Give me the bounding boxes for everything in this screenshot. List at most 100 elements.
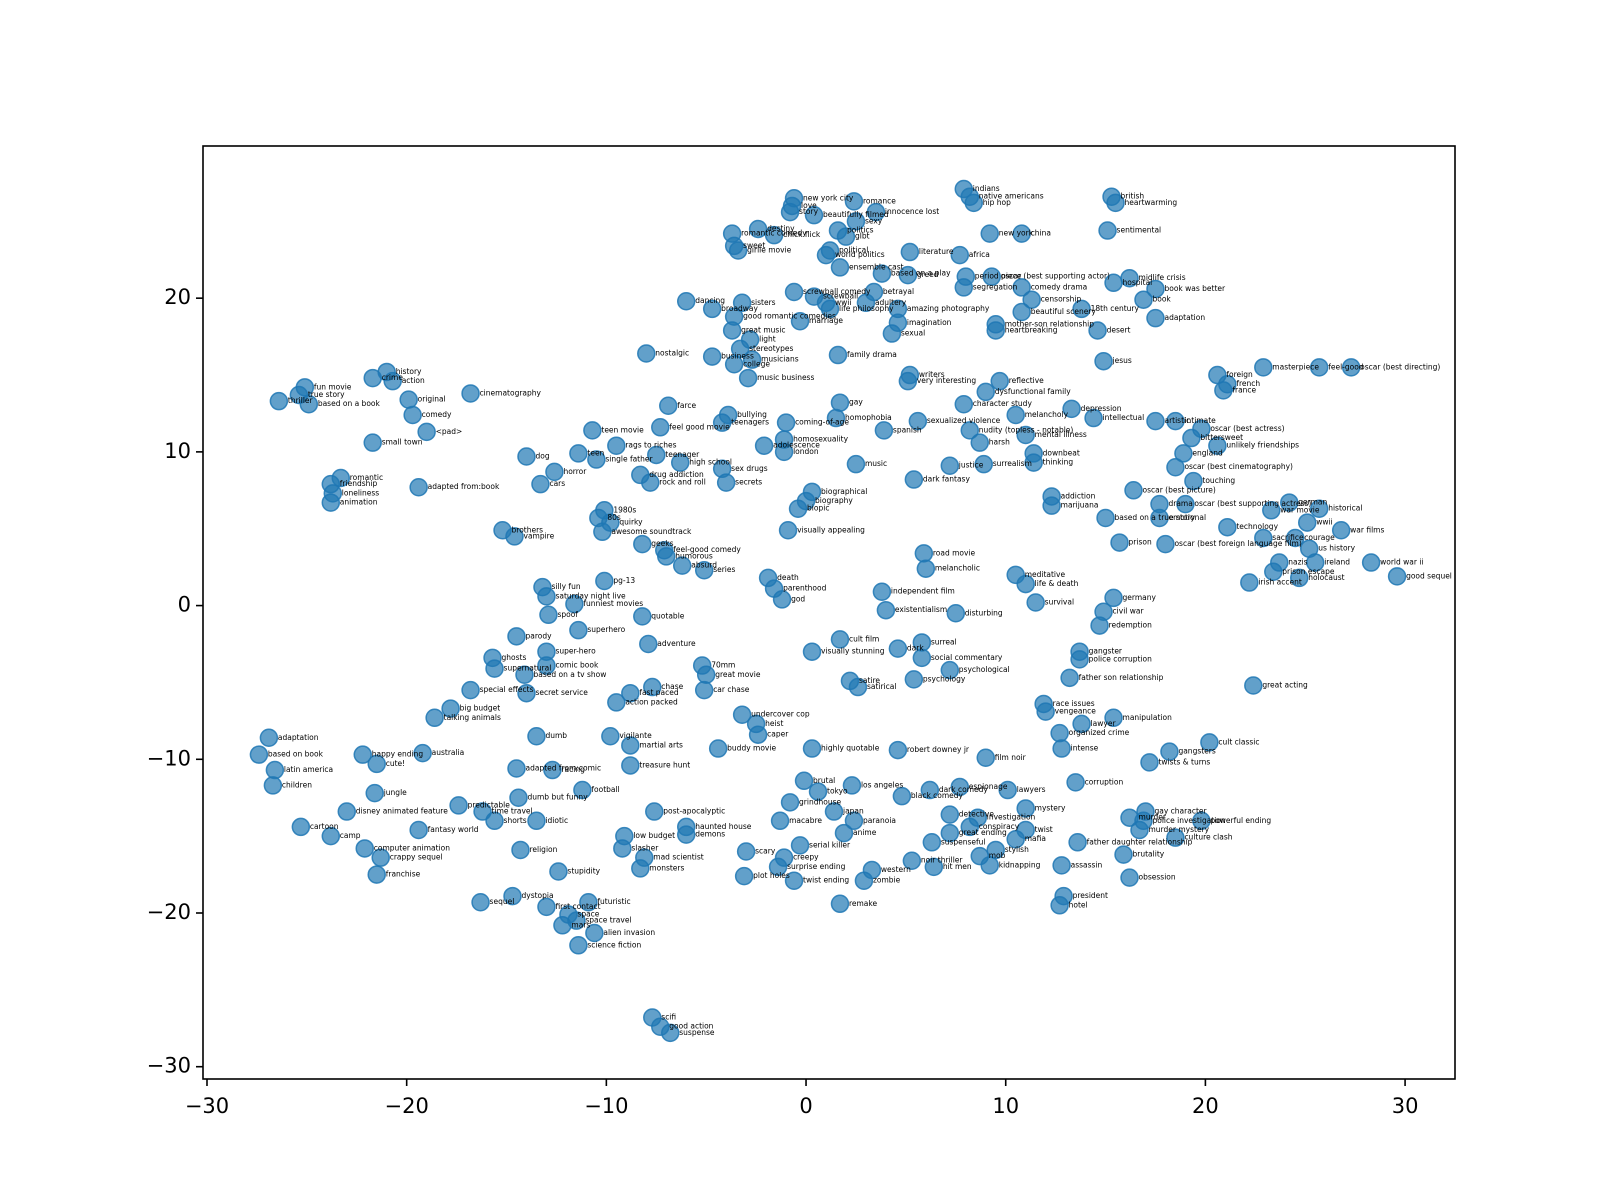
point (565, 594, 584, 614)
point-label: romance (863, 196, 896, 205)
point-label: ireland (1324, 558, 1350, 567)
point (507, 627, 526, 646)
point (1088, 321, 1107, 340)
point (321, 826, 341, 846)
point-label: technology (1236, 522, 1278, 531)
point-label: downbeat (1043, 448, 1080, 457)
point (1244, 676, 1263, 695)
point (842, 776, 862, 795)
y-tick-label: 0 (178, 593, 191, 617)
point (545, 462, 564, 482)
point (904, 470, 924, 489)
point-label: police investigation (1152, 816, 1225, 825)
point (1136, 802, 1155, 821)
point-label: japan (842, 807, 864, 816)
point (888, 639, 908, 658)
point-label: sisters (751, 298, 776, 307)
point (413, 743, 432, 763)
point-label: segregation (973, 282, 1018, 291)
point (1096, 508, 1115, 528)
point-label: demons (695, 830, 725, 839)
point-label: biographical (821, 487, 867, 496)
point-label: adolescence (773, 441, 820, 450)
point-label: oscar (best supporting actress) (1194, 499, 1311, 508)
point (403, 405, 422, 425)
point (914, 544, 934, 563)
point-label: oscar (best picture) (1143, 485, 1216, 494)
point (569, 444, 588, 463)
point (1166, 411, 1185, 431)
point-label: oscar (best supporting actor) (1001, 272, 1110, 281)
point (265, 760, 285, 780)
point-label: intimate (1184, 416, 1216, 425)
point-label: broadway (721, 304, 758, 313)
point-label: great ending (959, 828, 1007, 837)
point-label: talking animals (444, 713, 501, 722)
point-label: quotable (651, 611, 684, 620)
point (1084, 408, 1103, 428)
point (1174, 444, 1193, 463)
point-label: high school (689, 458, 732, 467)
point-label: dumb (545, 731, 567, 740)
point (1166, 828, 1185, 847)
point (872, 582, 892, 601)
point (960, 817, 980, 837)
point (768, 857, 788, 877)
point-label: life philosophy (839, 304, 894, 313)
point (1026, 593, 1045, 612)
point-label: teen (587, 448, 604, 457)
point-label: shorts (504, 816, 527, 825)
point (940, 456, 960, 475)
point-label: mental illness (1035, 430, 1087, 439)
point-label: prison escape (1282, 567, 1335, 576)
y-tick-label: −30 (147, 1054, 191, 1078)
point (1208, 436, 1227, 455)
point-label: mob (989, 851, 1006, 860)
point (1309, 499, 1329, 518)
point-label: germany (1123, 593, 1157, 602)
point-label: hospital (1123, 278, 1153, 287)
point (780, 793, 800, 812)
point (754, 436, 774, 455)
point (790, 311, 810, 331)
point-label: father daughter relationship (1087, 837, 1193, 846)
point-label: god (791, 594, 805, 603)
point-label: sex drugs (731, 464, 768, 473)
point (976, 748, 995, 768)
point-label: lawyers (1017, 785, 1046, 794)
point-label: crime (382, 373, 404, 382)
point (924, 857, 944, 877)
point-label: undercover cop (751, 710, 810, 719)
point-label: literature (919, 247, 954, 256)
point (587, 450, 606, 469)
x-tick-label: −10 (584, 1094, 628, 1118)
point-label: nazis (1288, 558, 1307, 567)
point-label: good action (669, 1022, 713, 1031)
point (449, 796, 468, 815)
point (249, 745, 269, 764)
point (874, 421, 894, 440)
point (601, 726, 620, 746)
point (888, 740, 908, 760)
point (1060, 668, 1079, 688)
point-label: anime (853, 828, 877, 837)
point-label: heartwarming (1125, 198, 1178, 207)
point (844, 192, 864, 211)
point-label: psychology (923, 674, 966, 683)
point-label: independent film (891, 587, 955, 596)
point (353, 745, 372, 764)
point-label: humorous (675, 551, 713, 560)
point (904, 670, 924, 689)
point (830, 258, 850, 277)
point-label: greed (917, 270, 939, 279)
point (363, 433, 382, 452)
point-label: supernatural (504, 664, 552, 673)
point-label: detective (959, 810, 995, 819)
point-label: beautifully filmed (823, 210, 889, 219)
point-label: melancholic (935, 564, 980, 573)
point (694, 680, 714, 700)
point-label: native americans (979, 192, 1044, 201)
point (1104, 588, 1123, 608)
point-label: big budget (460, 704, 501, 713)
point (736, 842, 756, 861)
